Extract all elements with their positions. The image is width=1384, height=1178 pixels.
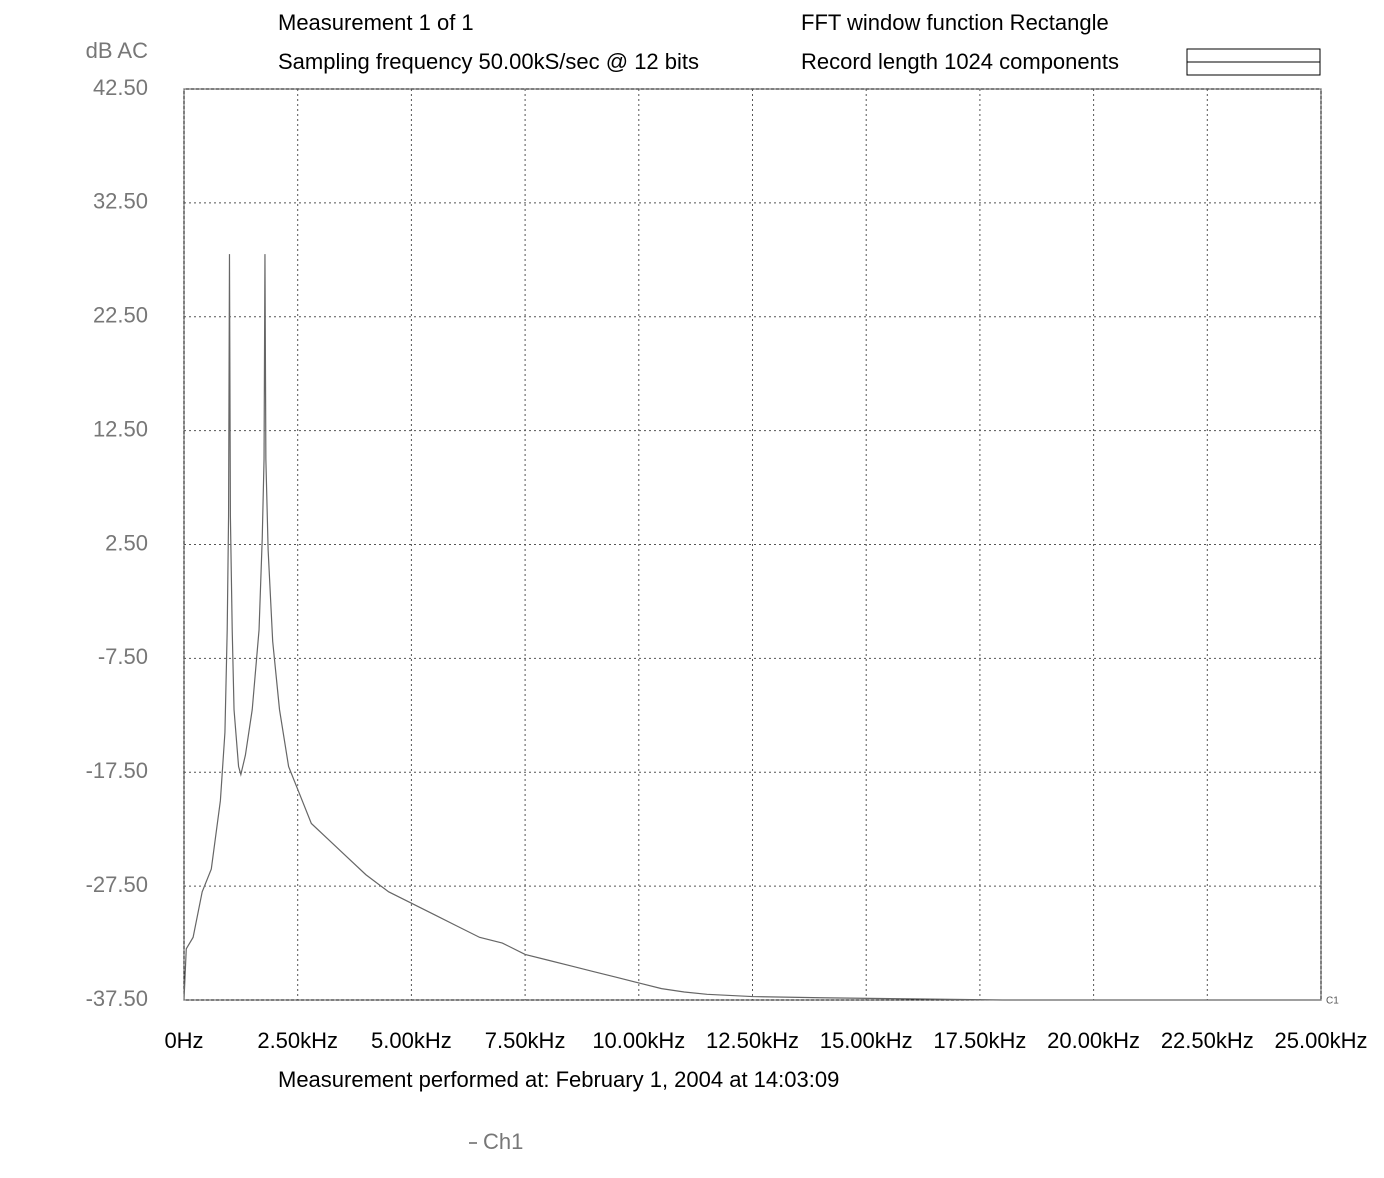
y-axis-label: dB AC	[86, 38, 148, 63]
x-tick-label: 25.00kHz	[1275, 1028, 1368, 1053]
chart-subtitle: Sampling frequency 50.00kS/sec @ 12 bits	[278, 49, 699, 74]
y-tick-label: 32.50	[93, 189, 148, 214]
channel-end-label: C1	[1326, 996, 1339, 1007]
x-tick-label: 5.00kHz	[371, 1028, 452, 1053]
y-tick-label: -17.50	[86, 758, 148, 783]
annotation: FFT window function Rectangle	[801, 10, 1109, 35]
legend-label: Ch1	[483, 1129, 523, 1154]
x-tick-label: 22.50kHz	[1161, 1028, 1254, 1053]
footer: Measurement performed at: February 1, 20…	[278, 1067, 839, 1092]
x-tick-label: 20.00kHz	[1047, 1028, 1140, 1053]
x-tick-label: 12.50kHz	[706, 1028, 799, 1053]
y-tick-label: 12.50	[93, 416, 148, 441]
data-line	[183, 254, 1321, 1001]
y-tick-label: 2.50	[105, 530, 148, 555]
x-tick-label: 2.50kHz	[257, 1028, 338, 1053]
y-tick-label: -37.50	[86, 986, 148, 1011]
y-tick-label: 22.50	[93, 303, 148, 328]
annotation: Record length 1024 components	[801, 49, 1119, 74]
y-tick-label: -27.50	[86, 872, 148, 897]
x-tick-label: 17.50kHz	[933, 1028, 1026, 1053]
x-tick-label: 0Hz	[164, 1028, 203, 1053]
y-tick-label: -7.50	[98, 644, 148, 669]
x-tick-label: 10.00kHz	[592, 1028, 685, 1053]
x-tick-label: 7.50kHz	[485, 1028, 566, 1053]
chart-title: Measurement 1 of 1	[278, 10, 474, 35]
x-tick-label: 15.00kHz	[820, 1028, 913, 1053]
y-tick-label: 42.50	[93, 75, 148, 100]
